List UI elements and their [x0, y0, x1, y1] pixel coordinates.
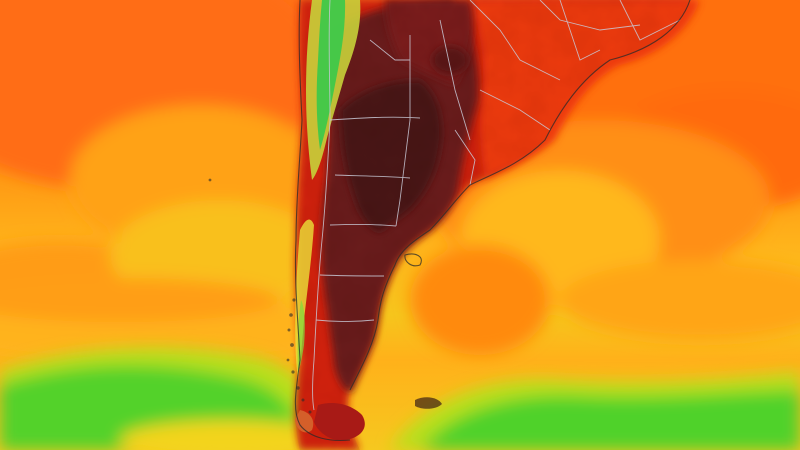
southern-cold-band — [0, 347, 800, 450]
tierra-del-fuego — [295, 397, 442, 441]
fjord-islands — [208, 178, 312, 414]
borders — [312, 0, 681, 411]
andes-cold-strip — [295, 0, 361, 380]
pacific-temperature-bands — [0, 0, 370, 365]
coastline — [294, 0, 691, 442]
